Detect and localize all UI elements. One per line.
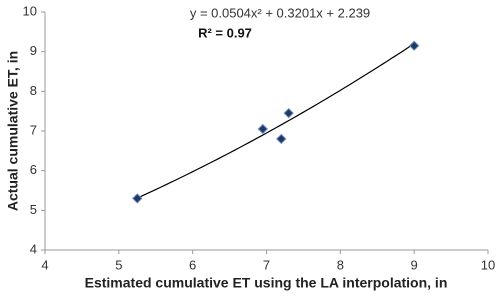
y-tick-label: 6 <box>30 162 37 177</box>
x-tick-label: 9 <box>411 257 418 272</box>
y-axis-label: Actual cumulative ET, in <box>5 51 21 211</box>
x-tick-label: 7 <box>263 257 270 272</box>
x-tick-label: 8 <box>337 257 344 272</box>
x-tick-label: 10 <box>481 257 495 272</box>
point <box>276 133 287 145</box>
y-tick-label: 5 <box>30 202 37 217</box>
point <box>283 107 294 119</box>
trendline-equation: y = 0.0504x² + 0.3201x + 2.239 <box>190 5 370 20</box>
y-tick-label: 4 <box>30 241 37 256</box>
x-tick-label: 6 <box>189 257 196 272</box>
y-tick-label: 9 <box>30 43 37 58</box>
x-axis-label: Estimated cumulative ET using the LA int… <box>85 275 448 291</box>
x-tick-label: 4 <box>41 257 48 272</box>
y-tick-label: 8 <box>30 83 37 98</box>
point <box>257 123 269 135</box>
x-tick-label: 5 <box>115 257 122 272</box>
point <box>408 40 420 51</box>
trendline <box>137 43 415 199</box>
point <box>132 193 143 204</box>
y-tick-label: 7 <box>30 122 37 137</box>
r-squared: R² = 0.97 <box>198 25 252 40</box>
y-tick-label: 10 <box>23 3 37 18</box>
